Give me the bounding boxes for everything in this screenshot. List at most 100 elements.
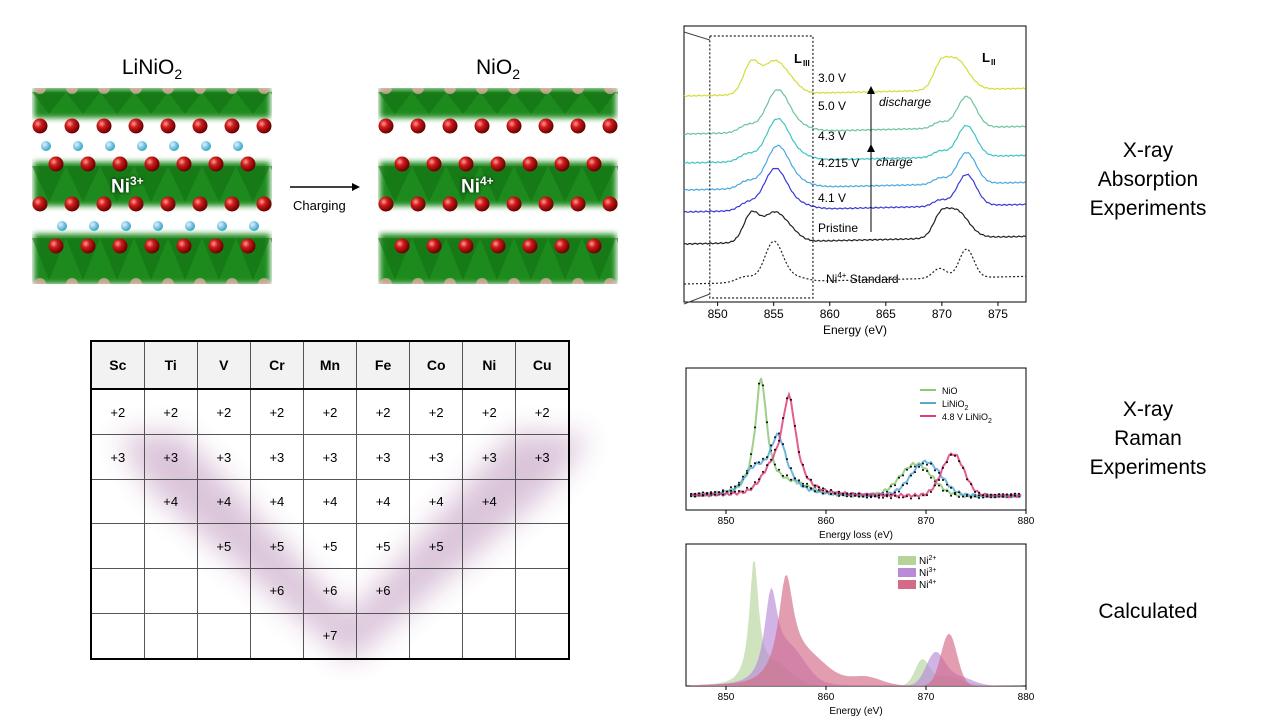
table-cell: +4 [302,478,358,525]
raman-data-point [982,494,984,497]
octahedron-facet [412,166,446,202]
raman-data-point [730,492,732,495]
oxygen-atom [32,118,48,134]
lithium-atom [153,221,163,231]
raman-data-point [946,461,948,464]
oxygen-atom-faded [194,88,206,94]
oxygen-atom [192,196,208,212]
raman-data-point [978,496,980,499]
table-cell [249,612,304,660]
oxygen-atom [490,238,506,254]
table-cell: +3 [515,434,570,480]
raman-data-point [866,493,868,496]
raman-data-point [778,439,780,442]
raman-data-point [954,454,956,457]
raman-data-point [938,479,940,481]
oxygen-atom [160,118,176,134]
oxygen-atom-faded [604,88,616,94]
raman-series-line [690,391,1022,499]
octahedron-facet [446,92,480,114]
xas-series-line [683,206,1026,246]
raman-data-point [962,467,964,469]
lini-label: LiNiO [121,56,175,79]
table-cell [515,612,570,660]
table-cell [143,568,198,614]
xas-line-3: Experiments [1089,197,1207,220]
table-cell: +5 [249,523,304,570]
l3-edge-sub: III [803,59,810,68]
raman-data-point [802,485,804,487]
octahedron-facet [582,92,616,114]
oxygen-atom [240,156,256,172]
raman-data-point [922,494,924,497]
raman-data-point [766,464,768,467]
raman-data-point [914,471,916,474]
raman-data-point [926,494,928,497]
raman-data-point [786,397,788,400]
oxygen-atom [80,156,96,172]
calc-legend-sup: 2+ [928,555,936,562]
raman-data-point [886,490,888,493]
octahedron-facet [66,166,100,202]
raman-data-point [790,478,792,481]
raman-data-point [934,484,936,487]
raman-data-point [922,469,924,471]
raman-data-point [806,475,808,478]
octahedron-facet [270,238,272,243]
oxygen-atom-faded [444,278,456,284]
raman-data-point [862,495,864,498]
raman-data-point [722,489,724,492]
raman-data-point [806,485,808,488]
lini-title: LiNiO2 [32,56,272,82]
discharge-label: discharge [879,95,931,109]
lithium-atom [137,141,147,151]
raman-data-point [750,465,752,467]
raman-data-point [990,493,992,496]
calc-legend-sup: 3+ [928,567,936,574]
octahedron-facet [514,166,548,202]
raman-data-point [846,495,848,498]
raman-data-point [974,495,976,498]
table-cell: +6 [356,568,411,614]
table-cell [515,478,570,525]
raman-data-point [710,491,712,494]
xas-series-label: Ni4+ Standard [826,271,899,286]
oxygen-atom [48,156,64,172]
raman-data-point [866,496,868,499]
col-co: Co [409,340,464,390]
raman-legend-label: NiO [942,386,958,396]
octahedron-facet [270,166,272,171]
octahedron-facet [32,92,66,114]
ni4-sup: 4+ [480,174,494,188]
x-tick-label: 880 [1018,692,1035,703]
raman-legend-sub: 2 [965,405,969,412]
charging-arrow [290,183,360,191]
oxygen-atom [538,196,554,212]
oxygen-atom [208,156,224,172]
raman-data-point [722,493,724,496]
x-tick-label: 850 [708,307,728,321]
raman-chart: 850 860 870 880 Energy loss (eV) NiO LiNiO24.8… [685,367,1035,541]
raman-data-point [1018,492,1020,495]
raman-data-point [1010,494,1012,497]
raman-data-point [942,479,944,481]
raman-data-point [942,466,944,469]
raman-data-point [974,491,976,493]
raman-data-point [986,495,988,498]
raman-data-point [938,471,940,474]
raman-data-point [730,489,732,492]
ni3-label: Ni3+ [111,174,144,198]
calc-series-area [691,561,1023,686]
oxygen-atom [458,238,474,254]
l3-region-box [709,35,814,299]
raman-data-point [754,426,756,429]
raman-data-point [738,490,740,492]
table-row: +2 +2 +2 +2 +2 +2 +2 +2 +2 [90,388,570,436]
raman-data-point [742,490,744,493]
oxygen-atom [112,238,128,254]
raman-data-point [794,477,796,480]
raman-data-point [698,492,700,495]
raman-data-point [902,484,904,487]
raman-data-point [1014,492,1016,495]
raman-data-point [838,490,840,493]
